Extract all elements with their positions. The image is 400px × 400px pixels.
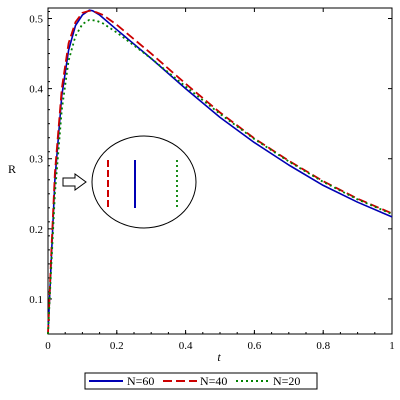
y-tick-label: 0.5	[29, 14, 43, 26]
zoom-inset	[62, 135, 197, 229]
series-lines	[47, 9, 393, 335]
legend: N=60 N=40 N=20	[84, 372, 318, 390]
legend-label-n20: N=20	[273, 374, 300, 388]
x-axis-label: t	[217, 350, 221, 364]
x-tick-label: 1	[389, 340, 395, 352]
y-tick-label: 0.2	[29, 224, 43, 236]
y-axis-label: R	[8, 162, 16, 176]
inset-circle	[91, 135, 197, 229]
x-tick-label: 0.2	[110, 340, 124, 352]
x-axis-ticks: 0 0.2 0.4 0.6 0.8 1	[45, 8, 395, 352]
legend-box	[84, 372, 318, 390]
y-tick-label: 0.4	[29, 84, 43, 96]
y-tick-label: 0.3	[29, 154, 43, 166]
legend-label-n40: N=40	[200, 374, 227, 388]
inset-arrow	[62, 173, 87, 191]
x-tick-label: 0.8	[316, 340, 330, 352]
x-tick-label: 0.4	[179, 340, 193, 352]
y-axis-ticks: 0.1 0.2 0.3 0.4 0.5	[29, 11, 392, 335]
legend-label-n60: N=60	[127, 374, 154, 388]
x-tick-label: 0	[45, 340, 51, 352]
series-line-n20	[47, 19, 393, 335]
y-tick-label: 0.1	[29, 294, 43, 306]
x-tick-label: 0.6	[248, 340, 262, 352]
